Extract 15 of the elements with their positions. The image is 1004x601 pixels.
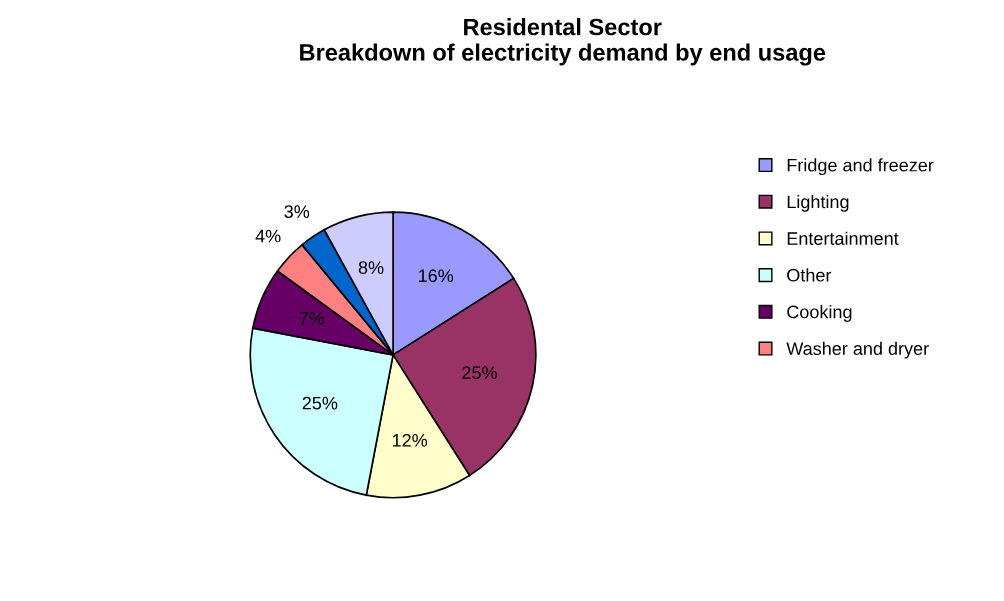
data-label: 4% xyxy=(255,229,281,243)
legend-label: Entertainment xyxy=(787,231,899,245)
data-label: 3% xyxy=(284,205,310,218)
data-label: 7% xyxy=(299,311,325,325)
data-label: 25% xyxy=(302,396,338,410)
data-label: 12% xyxy=(392,433,428,447)
legend-label: Lighting xyxy=(787,194,849,212)
legend-label: Washer and dryer xyxy=(786,341,929,359)
data-label: 16% xyxy=(419,269,454,283)
legend-label: Other xyxy=(787,268,832,282)
data-label: 8% xyxy=(358,261,384,274)
legend-label: Cooking xyxy=(787,305,852,322)
chart-title: Residental Sector Breakdown of electricity demand by end usage xyxy=(300,18,826,66)
legend-label: Fridge and freezer xyxy=(787,158,934,176)
data-label: 25% xyxy=(462,366,497,380)
